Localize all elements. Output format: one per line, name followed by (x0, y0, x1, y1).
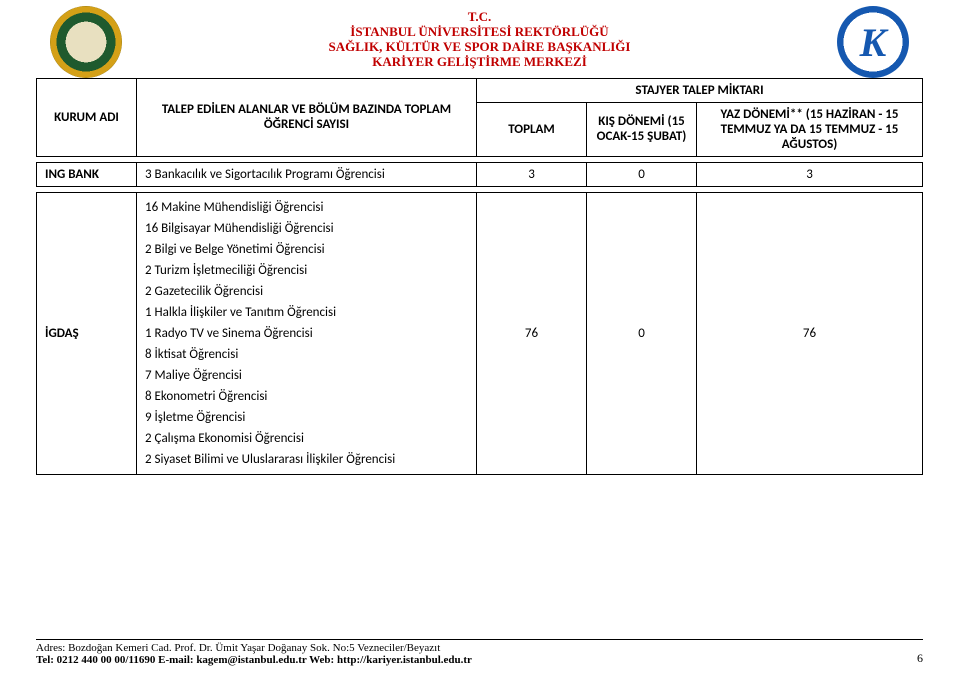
footer-address: Adres: Bozdoğan Kemeri Cad. Prof. Dr. Üm… (36, 642, 472, 654)
list-item: 7 Maliye Öğrencisi (145, 365, 468, 386)
cell-igdas-toplam: 76 (477, 192, 587, 474)
table-row-igdas: İGDAŞ 16 Makine Mühendisliği Öğrencisi 1… (37, 192, 923, 474)
header-line-dept: SAĞLIK, KÜLTÜR VE SPOR DAİRE BAŞKANLIĞI (329, 40, 631, 55)
cell-igdas-kis: 0 (587, 192, 697, 474)
list-item: 8 Ekonometri Öğrencisi (145, 386, 468, 407)
page-number: 6 (917, 651, 923, 666)
footer-contact: Tel: 0212 440 00 00/11690 E-mail: kagem@… (36, 654, 472, 666)
cell-igdas-yaz: 76 (697, 192, 923, 474)
list-item: 8 İktisat Öğrencisi (145, 344, 468, 365)
header-line-tc: T.C. (329, 10, 631, 25)
list-item: 2 Bilgi ve Belge Yönetimi Öğrencisi (145, 239, 468, 260)
cell-ing-toplam: 3 (477, 162, 587, 186)
table-row-ingbank: ING BANK 3 Bankacılık ve Sigortacılık Pr… (37, 162, 923, 186)
list-item: 2 Turizm İşletmeciliği Öğrencisi (145, 260, 468, 281)
page-footer: Adres: Bozdoğan Kemeri Cad. Prof. Dr. Üm… (36, 639, 923, 666)
cell-ing-yaz: 3 (697, 162, 923, 186)
list-item: 2 Çalışma Ekonomisi Öğrencisi (145, 428, 468, 449)
cell-ing-kis: 0 (587, 162, 697, 186)
col-header-talep: TALEP EDİLEN ALANLAR VE BÖLÜM BAZINDA TO… (137, 78, 477, 156)
header-title-block: T.C. İSTANBUL ÜNİVERSİTESİ REKTÖRLÜĞÜ SA… (329, 10, 631, 70)
cell-igdas-items: 16 Makine Mühendisliği Öğrencisi 16 Bilg… (137, 192, 477, 474)
col-header-kis: KIŞ DÖNEMİ (15 OCAK-15 ŞUBAT) (587, 102, 697, 156)
table-header-row-1: KURUM ADI TALEP EDİLEN ALANLAR VE BÖLÜM … (37, 78, 923, 102)
col-header-toplam: TOPLAM (477, 102, 587, 156)
list-item: 2 Gazetecilik Öğrencisi (145, 281, 468, 302)
col-header-kurum: KURUM ADI (37, 78, 137, 156)
list-item: 16 Makine Mühendisliği Öğrencisi (145, 197, 468, 218)
table-container: KURUM ADI TALEP EDİLEN ALANLAR VE BÖLÜM … (0, 78, 959, 475)
kariyer-merkezi-logo: K (837, 6, 909, 78)
cell-ing-kurum: ING BANK (37, 162, 137, 186)
istanbul-university-logo (50, 6, 122, 78)
list-item: 16 Bilgisayar Mühendisliği Öğrencisi (145, 218, 468, 239)
col-header-yaz: YAZ DÖNEMİ** (15 HAZİRAN - 15 TEMMUZ YA … (697, 102, 923, 156)
list-item: 2 Siyaset Bilimi ve Uluslararası İlişkil… (145, 449, 468, 470)
list-item: 9 İşletme Öğrencisi (145, 407, 468, 428)
header-line-center: KARİYER GELİŞTİRME MERKEZİ (329, 55, 631, 70)
footer-address-block: Adres: Bozdoğan Kemeri Cad. Prof. Dr. Üm… (36, 642, 472, 666)
cell-igdas-kurum: İGDAŞ (37, 192, 137, 474)
footer-tel-email: Tel: 0212 440 00 00/11690 E-mail: kagem@… (36, 654, 309, 666)
intern-table: KURUM ADI TALEP EDİLEN ALANLAR VE BÖLÜM … (36, 78, 923, 475)
header-line-univ: İSTANBUL ÜNİVERSİTESİ REKTÖRLÜĞÜ (329, 25, 631, 40)
col-header-stajyer: STAJYER TALEP MİKTARI (477, 78, 923, 102)
page-header: T.C. İSTANBUL ÜNİVERSİTESİ REKTÖRLÜĞÜ SA… (0, 0, 959, 78)
list-item: 1 Radyo TV ve Sinema Öğrencisi (145, 323, 468, 344)
footer-web: Web: http://kariyer.istanbul.edu.tr (309, 654, 472, 666)
list-item: 1 Halkla İlişkiler ve Tanıtım Öğrencisi (145, 302, 468, 323)
cell-ing-desc: 3 Bankacılık ve Sigortacılık Programı Öğ… (137, 162, 477, 186)
